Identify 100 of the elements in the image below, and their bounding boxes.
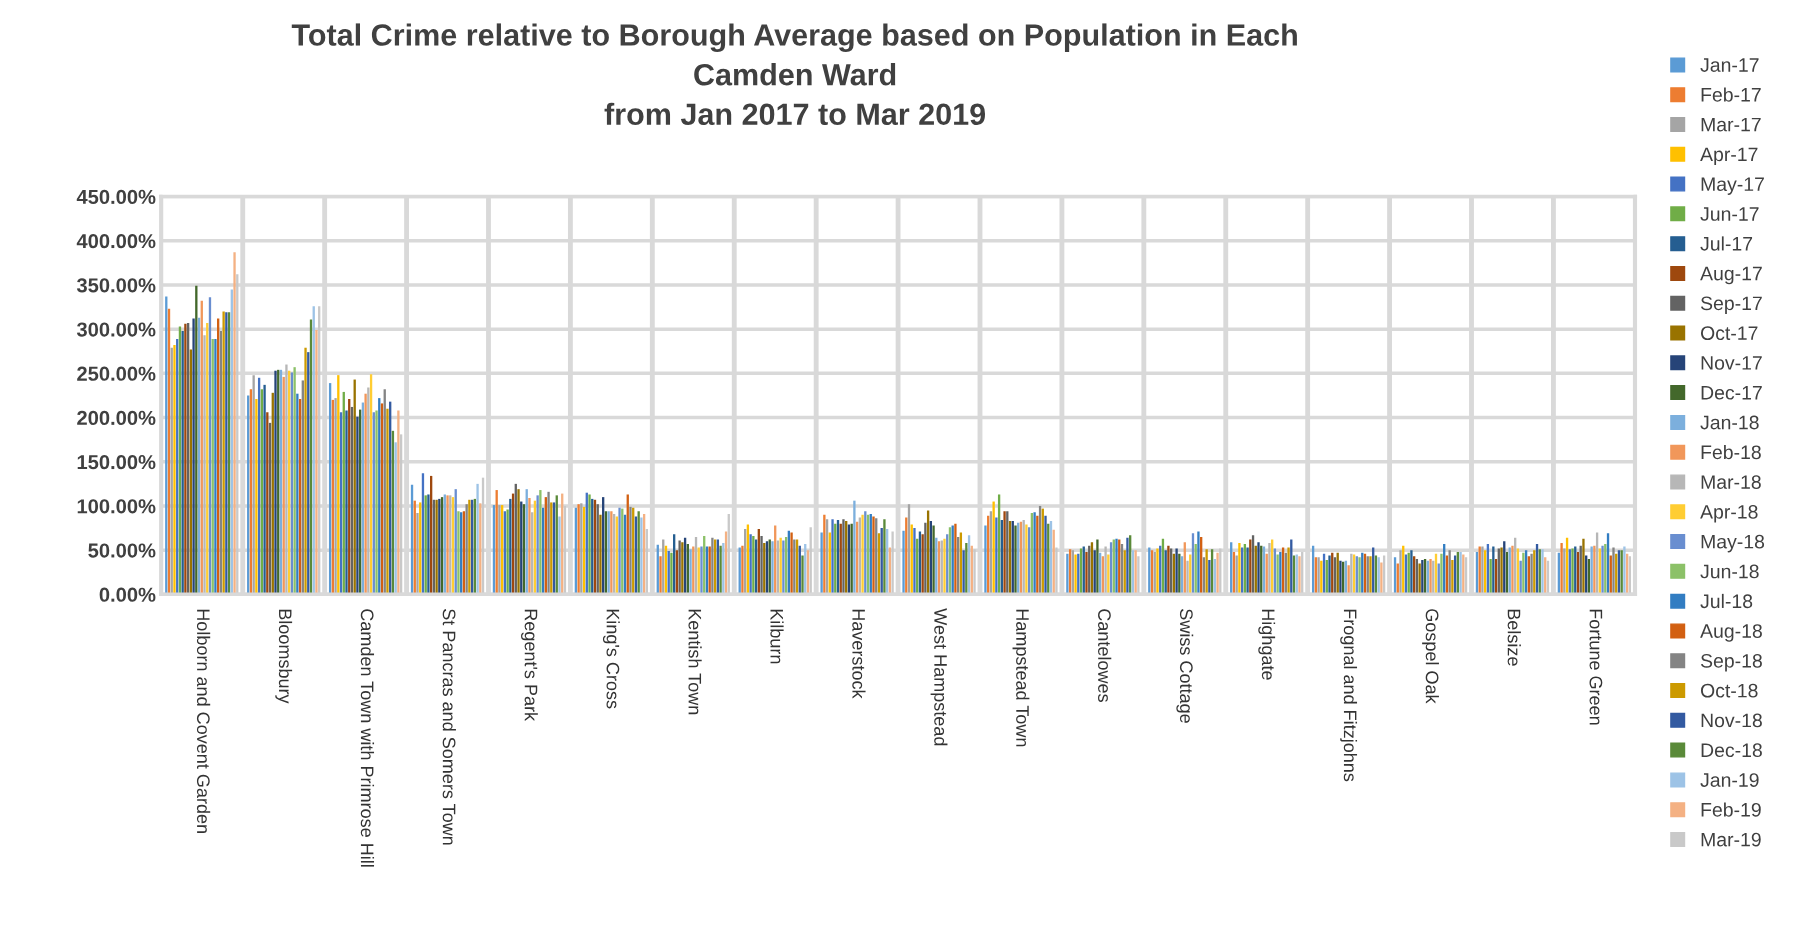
x-tick-label: Highgate: [1258, 609, 1276, 680]
bar: [203, 335, 206, 595]
bar: [853, 500, 856, 595]
legend-label: Jul-17: [1700, 236, 1753, 251]
x-tick-label: St Pancras and Somers Town: [442, 609, 456, 845]
bar: [1448, 550, 1451, 595]
bar: [1055, 547, 1058, 595]
x-tick-label: Belsize: [1507, 609, 1521, 666]
bar: [1563, 548, 1566, 595]
legend-label: May-17: [1701, 177, 1764, 195]
bar: [1137, 556, 1140, 595]
bar: [539, 490, 542, 595]
bar: [1104, 546, 1107, 595]
bar: [397, 410, 400, 595]
bar: [1582, 538, 1585, 595]
bar: [386, 408, 389, 595]
legend-label: Mar-18: [1701, 475, 1761, 489]
bar: [416, 513, 419, 595]
legend-label: Feb-18: [1701, 444, 1761, 460]
y-tick-label: 300.00%: [76, 322, 156, 337]
bar: [476, 483, 479, 595]
x-tick-label: Hampstead Town: [1012, 609, 1030, 747]
bar: [192, 318, 195, 595]
bar: [891, 531, 894, 595]
legend-label: Oct-18: [1700, 683, 1758, 698]
bar: [1205, 549, 1208, 595]
x-tick-label: Swiss Cottage: [1176, 609, 1194, 723]
bar: [364, 393, 367, 595]
legend-label: Sep-18: [1700, 653, 1762, 672]
bar: [1268, 543, 1271, 595]
legend-label: Nov-17: [1701, 356, 1762, 370]
legend-label: Feb-17: [1701, 87, 1761, 102]
legend-label: Apr-18: [1700, 505, 1758, 523]
y-tick-label: 350.00%: [76, 278, 156, 293]
legend-label: May-18: [1701, 534, 1765, 553]
bar: [558, 516, 561, 595]
bar: [640, 517, 643, 595]
y-tick-label: 150.00%: [77, 454, 156, 470]
x-tick-label: Bloomsbury: [275, 609, 293, 704]
bar: [1418, 563, 1421, 595]
x-tick-label: Kilburn: [770, 609, 784, 664]
bar: [1489, 559, 1492, 595]
bar: [304, 347, 307, 595]
legend-label: Jan-17: [1700, 58, 1759, 72]
y-tick-label: 200.00%: [77, 410, 156, 426]
bar: [1216, 552, 1219, 595]
bar: [883, 519, 886, 595]
bar: [293, 367, 296, 595]
legend-label: Apr-17: [1700, 147, 1758, 166]
bar: [1208, 559, 1211, 595]
y-tick-label: 0.00%: [99, 587, 156, 602]
x-tick-label: Fortune Green: [1589, 609, 1603, 725]
bar: [599, 514, 602, 595]
legend-label: Oct-17: [1700, 326, 1758, 341]
bar: [820, 532, 823, 595]
bar: [1238, 543, 1241, 595]
x-tick-label: Haverstock: [852, 609, 866, 699]
x-tick-label: Kentish Town: [688, 609, 702, 715]
legend-label: Dec-18: [1701, 743, 1762, 758]
bar: [962, 550, 965, 595]
bar: [1519, 560, 1522, 595]
bar: [1085, 551, 1088, 595]
x-tick-label: Regent's Park: [521, 609, 538, 722]
legend-label: Aug-17: [1700, 266, 1762, 285]
bar: [1175, 548, 1178, 595]
bar: [823, 514, 826, 595]
bar: [528, 498, 531, 595]
bar: [992, 501, 995, 595]
bar: [1197, 531, 1200, 595]
legend-label: Mar-17: [1701, 117, 1761, 132]
bar: [356, 416, 359, 595]
bar: [1492, 546, 1495, 595]
chart-title: Total Crime relative to Borough Average based on Population in Each Camden Ward from Jan 2017 to Mar 2019: [291, 23, 1297, 126]
bar: [1186, 560, 1189, 595]
bar: [465, 504, 468, 595]
bar: [1287, 547, 1290, 595]
bar: [1612, 547, 1615, 595]
legend-label: Jan-18: [1700, 415, 1759, 430]
bar: [367, 387, 370, 595]
bar: [263, 384, 266, 595]
bar: [984, 525, 987, 595]
bar: [233, 252, 236, 595]
bar: [913, 528, 916, 595]
x-tick-label: Camden Town with Primrose Hill: [360, 609, 375, 867]
x-tick-label: Gospel Oak: [1422, 609, 1439, 704]
bar: [296, 393, 299, 595]
bar: [1347, 565, 1350, 595]
bar: [1451, 559, 1454, 595]
y-tick-label: 100.00%: [77, 499, 156, 514]
bar: [536, 495, 539, 595]
legend-label: Jun-17: [1700, 207, 1759, 221]
bar: [1380, 562, 1383, 595]
x-tick-label: Frognal and Fitzjohns: [1340, 609, 1358, 782]
bar: [285, 364, 288, 595]
bar: [831, 519, 834, 595]
legend-label: Sep-17: [1700, 296, 1762, 315]
bar: [517, 489, 520, 595]
bar: [1066, 553, 1069, 595]
bar: [1623, 546, 1626, 595]
bar: [965, 543, 968, 595]
